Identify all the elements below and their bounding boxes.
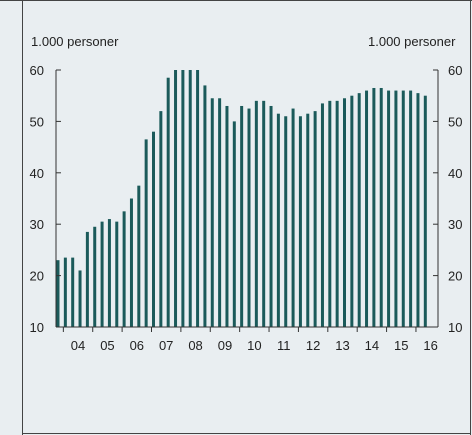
bar xyxy=(100,221,104,327)
bar xyxy=(122,211,126,327)
bar xyxy=(137,185,141,327)
bar xyxy=(298,116,302,327)
bar xyxy=(166,77,170,328)
frame-left-border xyxy=(22,0,23,435)
x-tick-label: 11 xyxy=(277,338,291,353)
bar xyxy=(365,90,369,327)
bar xyxy=(401,90,405,327)
frame-top-border xyxy=(0,0,472,1)
bar xyxy=(328,100,332,327)
frame-bottom-border xyxy=(22,433,470,434)
bar xyxy=(306,113,310,327)
right-y-tick-label: 50 xyxy=(448,114,462,129)
x-tick-label: 15 xyxy=(394,338,408,353)
bar xyxy=(350,95,354,327)
bar xyxy=(379,87,383,328)
bar xyxy=(254,100,258,327)
x-tick-label: 08 xyxy=(188,338,202,353)
bar xyxy=(262,100,266,327)
right-y-tick-label: 30 xyxy=(448,217,462,232)
bar xyxy=(71,257,75,327)
bar xyxy=(93,226,97,327)
frame-right-border xyxy=(470,0,471,435)
left-y-tick-label: 30 xyxy=(30,217,44,232)
right-y-tick-label: 60 xyxy=(448,63,462,78)
x-tick-label: 10 xyxy=(247,338,261,353)
x-tick-label: 09 xyxy=(218,338,232,353)
x-tick-label: 06 xyxy=(130,338,144,353)
x-tick-label: 13 xyxy=(335,338,349,353)
bar xyxy=(387,90,391,327)
bar xyxy=(409,90,413,327)
bar xyxy=(152,131,155,327)
bar xyxy=(291,108,295,327)
left-axis-unit-label: 1.000 personer xyxy=(31,34,119,49)
bar xyxy=(247,108,251,327)
bar xyxy=(343,98,346,328)
bar xyxy=(276,113,280,327)
bar xyxy=(313,111,317,328)
bar xyxy=(225,105,229,327)
left-y-tick-label: 20 xyxy=(30,269,44,284)
bar xyxy=(218,98,222,328)
bar xyxy=(335,100,339,327)
x-tick-label: 16 xyxy=(423,338,437,353)
right-y-tick-label: 20 xyxy=(448,269,462,284)
right-y-tick-label: 10 xyxy=(448,320,462,335)
bar xyxy=(284,116,288,327)
bar xyxy=(115,221,119,327)
bar xyxy=(196,70,200,327)
bar xyxy=(416,93,420,327)
bar xyxy=(240,105,244,327)
bar xyxy=(78,270,82,327)
x-tick-label: 14 xyxy=(365,338,379,353)
bar xyxy=(181,70,185,327)
bar xyxy=(394,90,398,327)
left-y-tick-label: 60 xyxy=(30,63,44,78)
left-y-tick-label: 50 xyxy=(30,114,44,129)
left-y-tick-label: 10 xyxy=(30,320,44,335)
bar xyxy=(144,139,148,327)
bar xyxy=(269,105,273,327)
bar xyxy=(63,257,67,327)
bar xyxy=(320,103,324,327)
right-y-tick-label: 40 xyxy=(448,166,462,181)
bar xyxy=(159,111,163,328)
bar xyxy=(232,121,236,328)
bar xyxy=(56,260,60,327)
bar xyxy=(188,70,192,327)
bar xyxy=(423,95,427,327)
x-tick-label: 12 xyxy=(306,338,320,353)
bar xyxy=(372,87,376,328)
bar xyxy=(174,70,178,327)
left-y-tick-label: 40 xyxy=(30,166,44,181)
bar xyxy=(85,231,89,327)
x-tick-label: 05 xyxy=(100,338,114,353)
bar xyxy=(210,98,214,328)
x-tick-label: 07 xyxy=(159,338,173,353)
right-axis-unit-label: 1.000 personer xyxy=(368,34,456,49)
bar xyxy=(129,198,133,327)
bar xyxy=(107,219,111,327)
bar xyxy=(357,93,361,327)
x-tick-label: 04 xyxy=(71,338,85,353)
bar xyxy=(203,85,207,327)
